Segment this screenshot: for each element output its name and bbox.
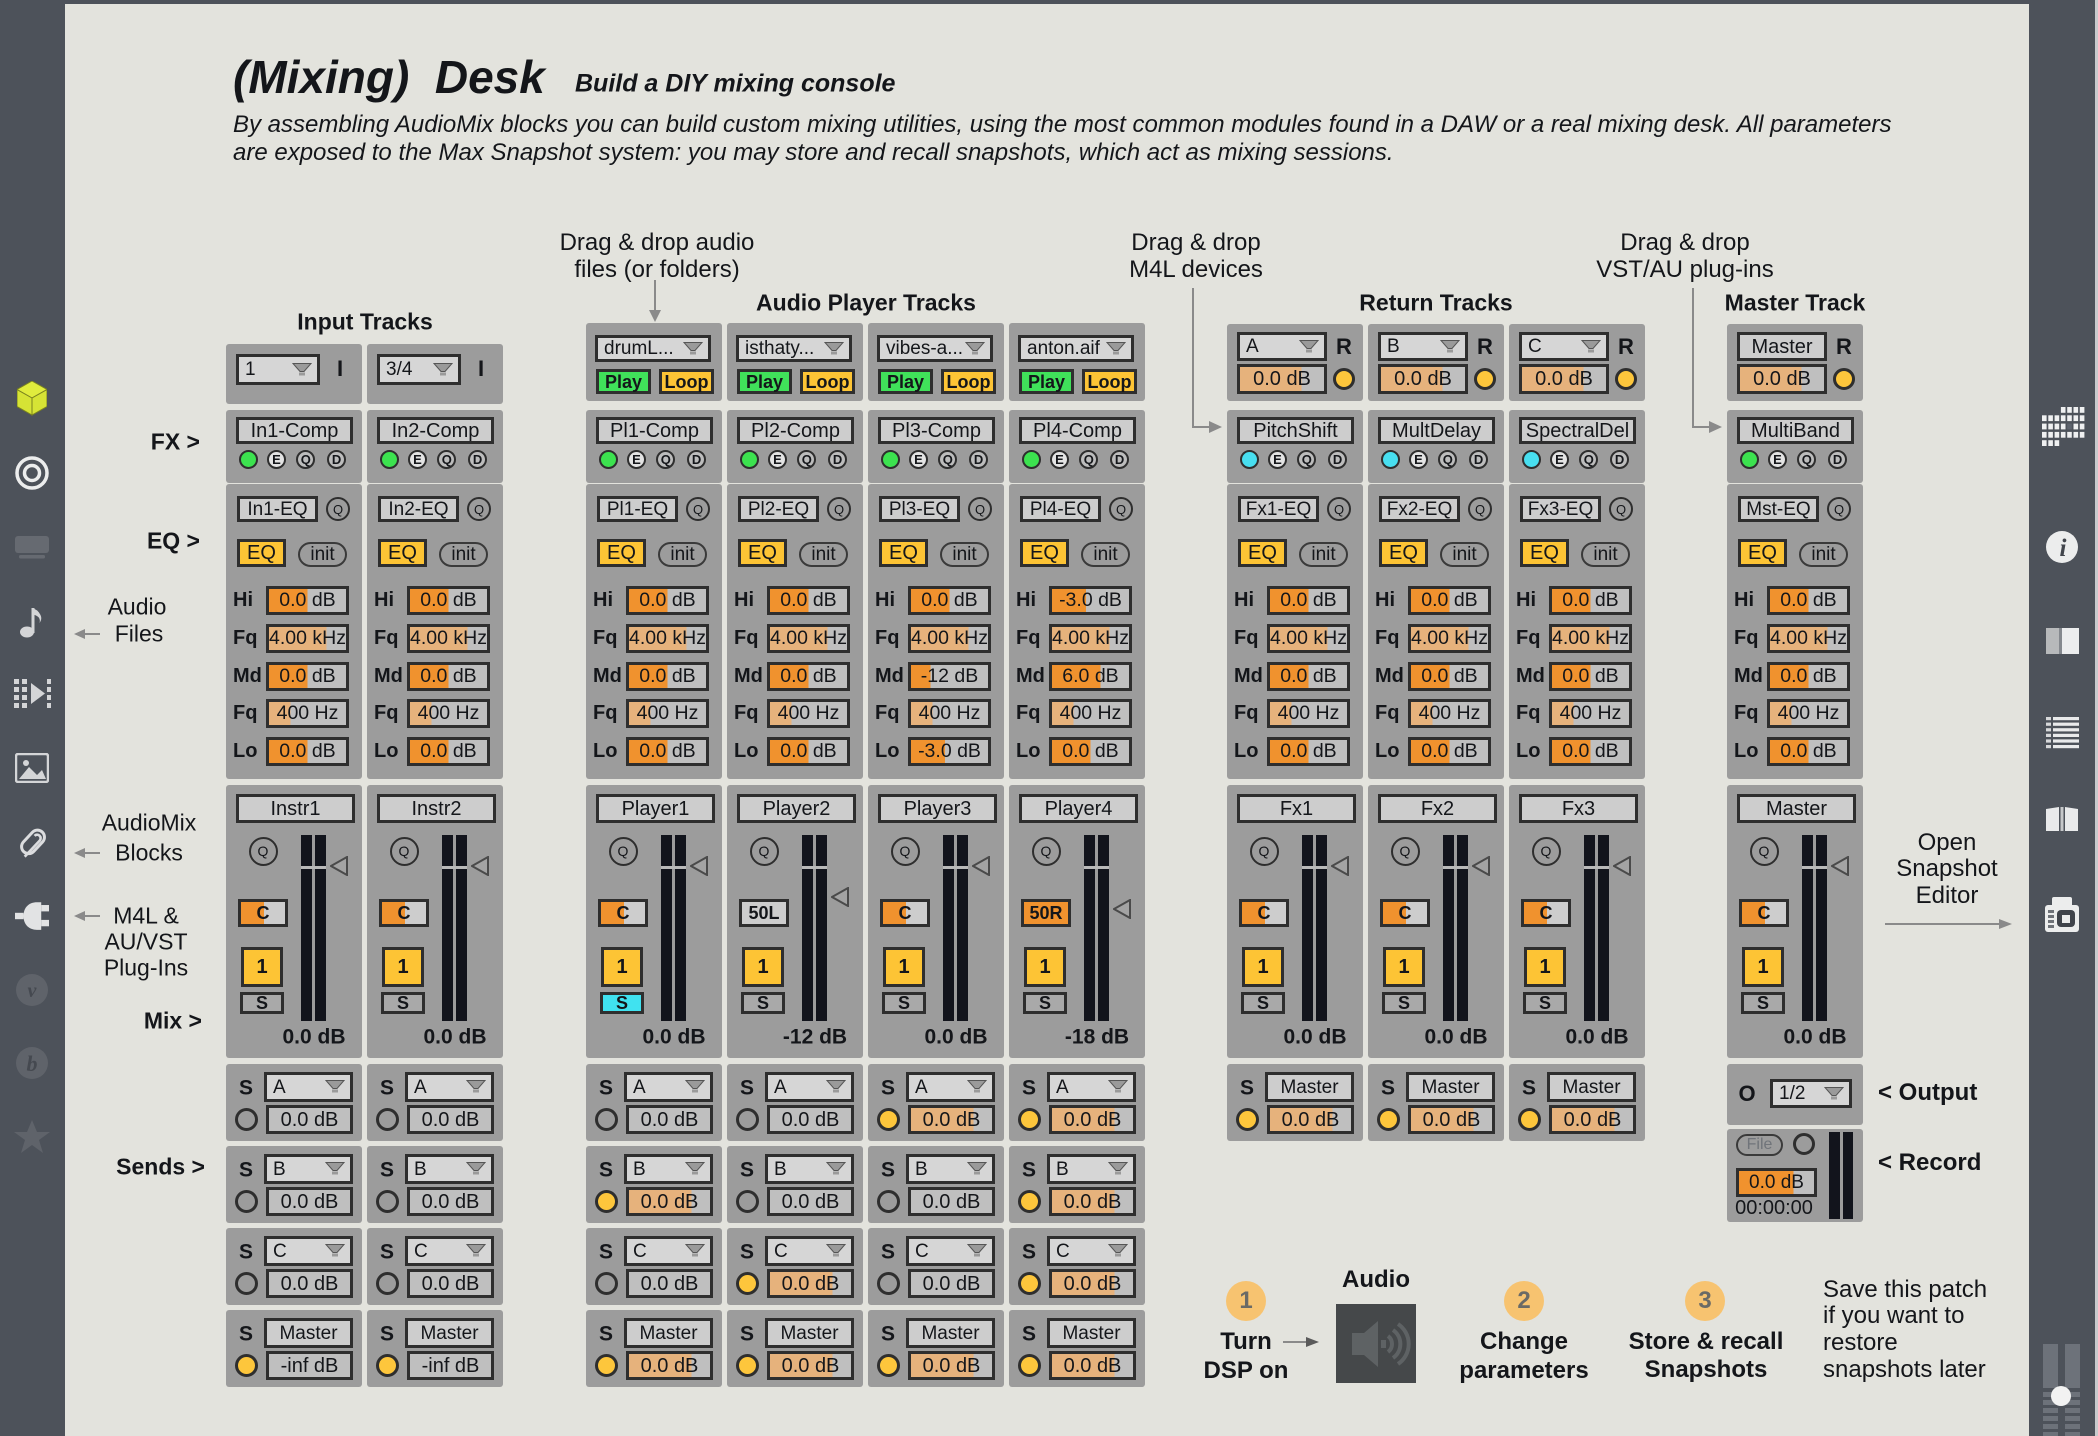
svg-text:b: b (27, 1051, 38, 1076)
svg-text:v: v (28, 980, 38, 1002)
svg-text:i: i (2060, 535, 2067, 562)
